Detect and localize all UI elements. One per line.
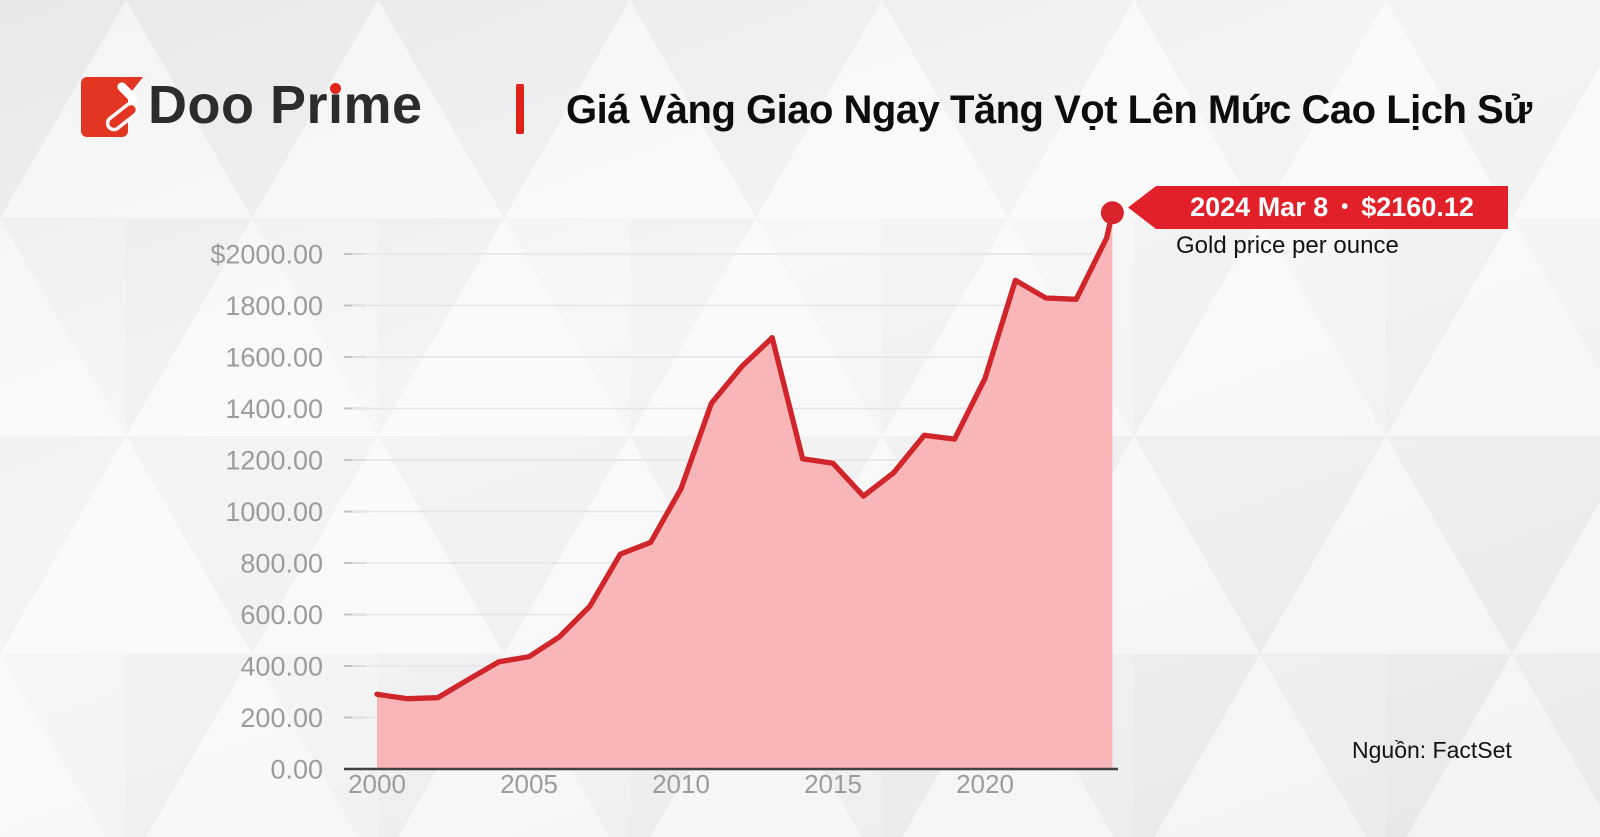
latest-price-dot	[1100, 201, 1124, 225]
y-axis-label: 1400.00	[225, 394, 323, 424]
wordmark-pre: Doo Pr	[148, 75, 329, 135]
doo-prime-logo-icon	[80, 76, 146, 138]
header-divider-bar	[516, 84, 524, 134]
wordmark-i: ı	[328, 78, 344, 132]
y-axis-label: 400.00	[240, 652, 323, 682]
area-fill	[377, 212, 1113, 770]
x-axis-label: 2005	[500, 769, 558, 799]
source-note: Nguồn: FactSet	[1352, 737, 1512, 763]
y-axis-label: 600.00	[240, 600, 323, 630]
x-axis-label: 2000	[348, 769, 406, 799]
x-axis-label: 2015	[804, 769, 862, 799]
callout-subtitle: Gold price per ounce	[1176, 232, 1399, 259]
y-axis-label: 0.00	[270, 755, 323, 785]
x-axis-label: 2010	[652, 769, 710, 799]
callout-price: $2160.12	[1361, 192, 1474, 222]
y-axis-label: 800.00	[240, 549, 323, 579]
price-callout-ribbon: 2024 Mar 8 • $2160.12	[1128, 186, 1508, 229]
y-axis-label: $2000.00	[210, 240, 323, 270]
y-axis-label: 1000.00	[225, 497, 323, 527]
doo-prime-wordmark: Doo Prı me	[148, 78, 423, 132]
y-axis-label: 1200.00	[225, 446, 323, 476]
x-axis-label: 2020	[956, 769, 1014, 799]
callout-date: 2024 Mar 8	[1190, 192, 1329, 222]
y-axis-label: 1600.00	[225, 343, 323, 373]
wordmark-post: me	[343, 75, 423, 135]
callout-bullet: •	[1341, 196, 1349, 218]
page-title: Giá Vàng Giao Ngay Tăng Vọt Lên Mức Cao …	[566, 88, 1532, 132]
wordmark-i-red-dot	[330, 83, 342, 94]
y-axis-label: 1800.00	[225, 291, 323, 321]
price-line	[374, 210, 1116, 702]
y-axis-label: 200.00	[240, 703, 323, 733]
